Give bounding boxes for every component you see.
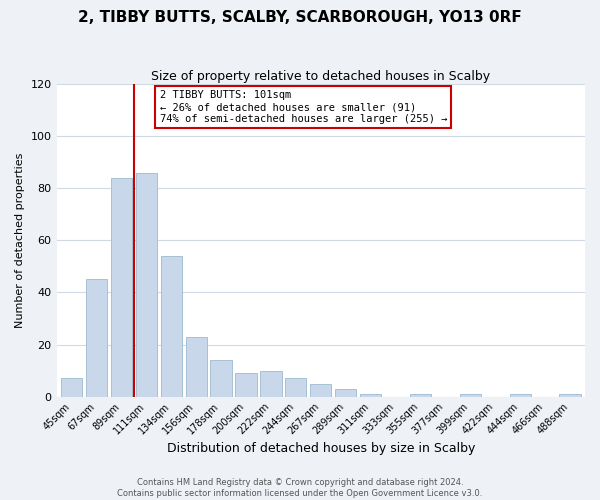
Bar xyxy=(161,256,182,396)
Bar xyxy=(360,394,381,396)
Bar xyxy=(61,378,82,396)
Bar xyxy=(136,172,157,396)
Text: 2 TIBBY BUTTS: 101sqm
← 26% of detached houses are smaller (91)
74% of semi-deta: 2 TIBBY BUTTS: 101sqm ← 26% of detached … xyxy=(160,90,447,124)
Bar xyxy=(185,336,207,396)
Bar xyxy=(111,178,132,396)
Bar xyxy=(260,370,281,396)
Bar xyxy=(285,378,307,396)
Bar xyxy=(235,373,257,396)
Bar xyxy=(335,389,356,396)
Bar xyxy=(410,394,431,396)
Bar xyxy=(310,384,331,396)
Bar xyxy=(559,394,581,396)
Bar xyxy=(211,360,232,397)
Text: Contains HM Land Registry data © Crown copyright and database right 2024.
Contai: Contains HM Land Registry data © Crown c… xyxy=(118,478,482,498)
Bar xyxy=(460,394,481,396)
Y-axis label: Number of detached properties: Number of detached properties xyxy=(15,152,25,328)
Bar xyxy=(509,394,531,396)
Text: 2, TIBBY BUTTS, SCALBY, SCARBOROUGH, YO13 0RF: 2, TIBBY BUTTS, SCALBY, SCARBOROUGH, YO1… xyxy=(78,10,522,25)
Bar xyxy=(86,280,107,396)
X-axis label: Distribution of detached houses by size in Scalby: Distribution of detached houses by size … xyxy=(167,442,475,455)
Title: Size of property relative to detached houses in Scalby: Size of property relative to detached ho… xyxy=(151,70,490,83)
